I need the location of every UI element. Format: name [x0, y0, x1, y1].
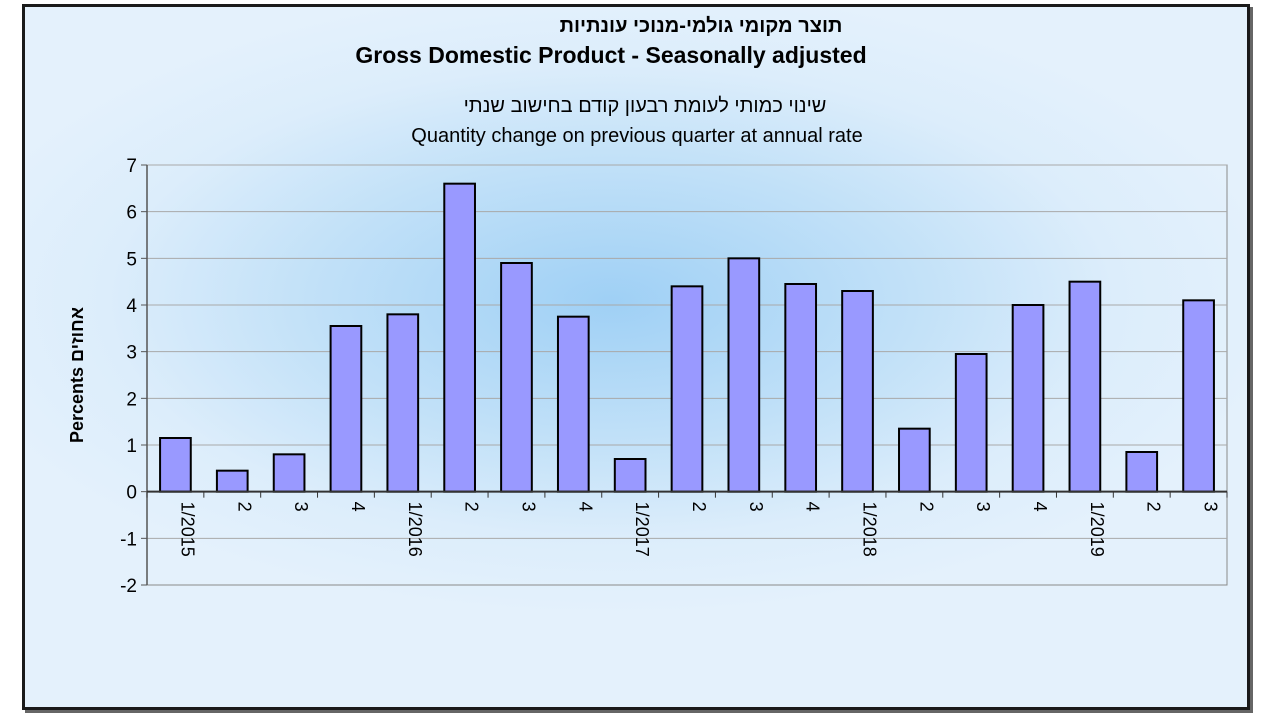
y-tick-label: 2 — [126, 389, 137, 410]
x-tick-label: 1/2018 — [860, 502, 880, 557]
x-tick-label: 1/2017 — [632, 502, 652, 557]
bar — [784, 283, 818, 493]
bar — [329, 325, 363, 493]
x-tick-label: 4 — [1030, 502, 1050, 512]
x-tick-label: 1/2015 — [177, 502, 197, 557]
x-tick-label: 2 — [1144, 502, 1164, 512]
bar — [1182, 299, 1215, 493]
bar — [898, 427, 931, 493]
x-tick-label: 4 — [575, 502, 595, 512]
bar — [670, 285, 704, 493]
bar — [556, 315, 590, 493]
y-axis-label: Percents אחוזים — [67, 307, 87, 443]
x-tick-label: 1/2016 — [405, 502, 425, 557]
y-tick-label: 3 — [126, 343, 137, 364]
bar — [272, 453, 306, 493]
y-tick-label: -1 — [120, 529, 137, 550]
x-tick-label: 4 — [348, 502, 368, 512]
x-tick-label: 1/2019 — [1087, 502, 1107, 557]
bar — [500, 262, 533, 493]
x-tick-label: 3 — [973, 502, 993, 512]
chart-subtitle: Quantity change on previous quarter at a… — [411, 125, 862, 147]
y-tick-label: 0 — [126, 483, 137, 504]
bar — [954, 353, 988, 493]
bar — [1011, 304, 1045, 493]
y-tick-label: 6 — [126, 203, 137, 224]
x-tick-label: 3 — [291, 502, 311, 512]
bar — [386, 313, 420, 493]
y-tick-label: 7 — [126, 156, 137, 177]
bar-chart: תוצר מקומי גולמי-מנוכי עונתיות Gross Dom… — [67, 15, 1228, 597]
x-tick-label: 2 — [916, 502, 936, 512]
chart-subtitle-hebrew: שינוי כמותי לעומת רבעון קודם בחישוב שנתי — [464, 95, 827, 117]
chart-title-hebrew: תוצר מקומי גולמי-מנוכי עונתיות — [560, 15, 843, 37]
chart-frame: תוצר מקומי גולמי-מנוכי עונתיות Gross Dom… — [22, 4, 1250, 710]
bar — [443, 182, 476, 493]
x-tick-label: 3 — [518, 502, 538, 512]
x-tick-label: 2 — [462, 502, 482, 512]
y-tick-label: -2 — [120, 576, 137, 597]
y-tick-label: 5 — [126, 249, 137, 270]
x-tick-label: 3 — [1201, 502, 1221, 512]
y-tick-label: 4 — [126, 296, 137, 317]
x-tick-label: 2 — [689, 502, 709, 512]
x-tick-label: 3 — [746, 502, 766, 512]
bar — [1068, 280, 1102, 493]
bar — [159, 437, 192, 493]
bar — [727, 257, 761, 493]
bar — [1125, 451, 1159, 493]
y-tick-label: 1 — [126, 436, 137, 457]
chart-title: Gross Domestic Product - Seasonally adju… — [355, 42, 866, 68]
x-tick-label: 2 — [234, 502, 254, 512]
plot-area: -2 -1 0 1 2 3 4 5 6 7 1/2015 2 3 4 1/2016 2 3 4 1/2017 2 3 4 1… — [120, 156, 1228, 597]
bar — [215, 469, 249, 493]
bar — [841, 290, 874, 493]
x-tick-label: 4 — [803, 502, 823, 512]
bar — [613, 458, 647, 493]
